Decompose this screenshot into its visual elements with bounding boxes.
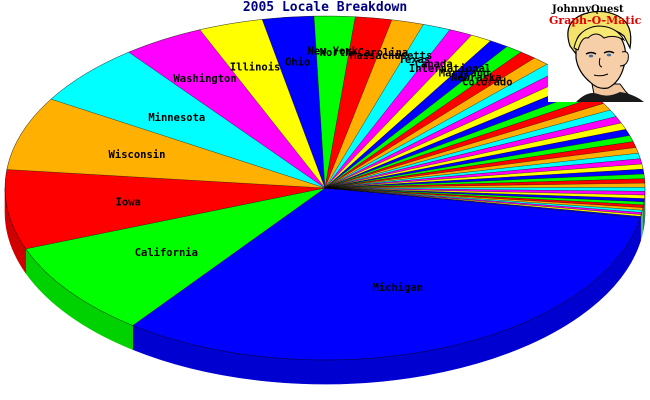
pie-slice-other-49	[324, 187, 641, 219]
pie-label-michigan: Michigan	[373, 282, 424, 294]
pie-label-massachusetts: Massachusetts	[350, 50, 432, 62]
pie-label-texas: Texas	[399, 54, 431, 66]
pie-label-colorado: Colorado	[462, 77, 513, 89]
pie-label-minnesota: Minnesota	[148, 112, 205, 124]
pie-label-wisconsin: Wisconsin	[109, 149, 166, 161]
pie-slice-california	[25, 187, 326, 326]
graph-o-matic-logo: JohnnyQuest Graph-O-Matic	[548, 0, 650, 102]
logo-line-1: JohnnyQuest	[551, 4, 624, 15]
pie-label-new-york: New York	[308, 46, 359, 58]
pie-label-ohio: Ohio	[285, 57, 310, 69]
pie-label-washington: Washington	[173, 73, 236, 85]
pie-label-international: International	[409, 63, 491, 75]
pie-label-california: California	[135, 247, 198, 259]
pie-label-north-carolina: North Carolina	[320, 47, 409, 59]
pie-rim	[4, 15, 646, 361]
pie-slice-wisconsin	[6, 98, 326, 189]
pie-label-illinois: Illinois	[230, 61, 281, 73]
pie-label-maryland: Maryland	[439, 68, 490, 80]
chart-title: 2005 Locale Breakdown	[242, 0, 408, 15]
pie-slice-michigan	[132, 187, 641, 361]
logo-line-2: Graph-O-Matic	[549, 14, 642, 27]
pie-slice-iowa	[4, 169, 326, 250]
pie-label-nebraska: Nebraska	[451, 72, 502, 84]
pie-label-iowa: Iowa	[116, 197, 141, 209]
pie-labels: Michigan California Iowa Wisconsin Minnesota…	[109, 46, 513, 295]
pie-label-canada: Canada	[415, 58, 453, 70]
pie-tops	[4, 15, 646, 361]
